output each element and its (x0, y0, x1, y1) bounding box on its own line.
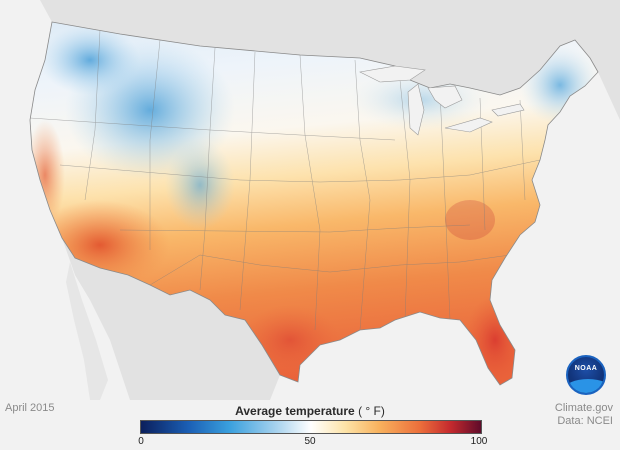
state-boundaries (30, 29, 541, 331)
canada-land (0, 0, 620, 120)
map-date: April 2015 (5, 402, 55, 414)
credit-data: Data: NCEI (557, 415, 613, 427)
baja-peninsula (66, 262, 108, 400)
us-outline (29, 21, 599, 386)
credit-source: Climate.gov (554, 402, 613, 414)
credit-block: Climate.gov Data: NCEI (555, 402, 613, 428)
legend-title: Average temperature ( ° F) (140, 404, 480, 418)
noaa-logo-text: NOAA (574, 365, 598, 372)
legend-title-text: Average temperature (235, 404, 355, 418)
legend-unit: ( ° F) (358, 404, 385, 418)
noaa-logo-icon: NOAA (566, 355, 606, 395)
legend-tick-max: 100 (470, 436, 488, 447)
us-temperature-map (0, 0, 620, 400)
great-lakes (359, 65, 525, 136)
legend-tick-min: 0 (138, 436, 144, 447)
mexico-land (62, 238, 280, 400)
legend-tick-mid: 50 (304, 436, 316, 447)
noaa-logo-wave (568, 379, 604, 393)
legend-color-bar (140, 420, 482, 434)
